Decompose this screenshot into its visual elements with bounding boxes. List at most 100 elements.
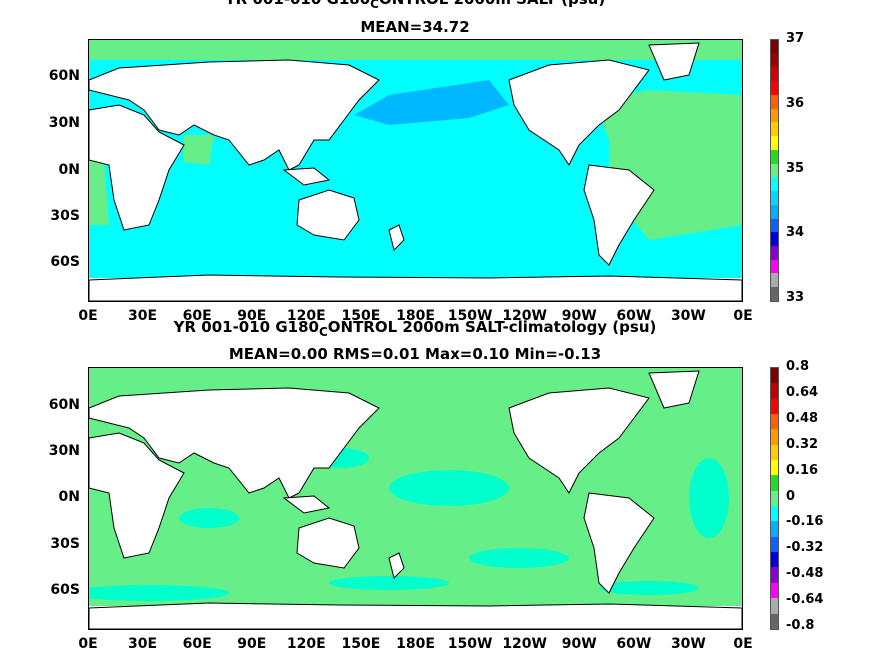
p2-lon-label: 30W	[670, 636, 706, 652]
p1-colorbar-swatch	[771, 149, 778, 164]
p1-lat-0n: 0N	[58, 162, 80, 178]
p1-colorbar-swatch	[771, 122, 778, 137]
p1-lon-label: 60W	[616, 308, 652, 324]
p2-colorbar-label: 0.48	[786, 410, 819, 426]
p1-lon-label: 120E	[286, 308, 326, 324]
south-america-land	[583, 164, 655, 266]
p2-colorbar-swatch	[771, 613, 778, 629]
p2-colorbar-swatch	[771, 368, 778, 384]
p1-colorbar-swatch	[771, 259, 778, 274]
p1-lat-60n: 60N	[48, 68, 80, 84]
p1-lon-label: 180E	[396, 308, 435, 324]
p1-colorbar-swatch	[771, 232, 778, 247]
panel2-title-prefix: YR 001-010 G180	[173, 318, 319, 336]
p1-colorbar-swatch	[771, 287, 778, 301]
panel1-map	[88, 39, 743, 302]
panel2-map	[88, 367, 743, 630]
antarctica-land	[89, 274, 742, 301]
p1-lon-label: 150W	[447, 308, 493, 324]
arabian-sea-region	[184, 135, 214, 165]
p1-colorbar-swatch	[771, 273, 778, 288]
p1-colorbar-swatch	[771, 108, 778, 123]
south-america-land	[583, 492, 655, 594]
p2-colorbar-swatch	[771, 383, 778, 399]
p2-colorbar-swatch	[771, 475, 778, 491]
p1-colorbar-label: 34	[786, 225, 805, 241]
p2-lon-label: 90E	[237, 636, 267, 652]
p1-colorbar-swatch	[771, 246, 778, 260]
p1-colorbar-swatch	[771, 94, 778, 109]
p2-colorbar-label: -0.16	[786, 514, 824, 530]
p2-colorbar-swatch	[771, 536, 778, 553]
p2-lon-label: 30E	[128, 636, 158, 652]
panel2-title-suffix: ONTROL 2000m SALT-climatology (psu)	[327, 318, 657, 336]
p1-colorbar-swatch	[771, 163, 778, 178]
p2-lat-60s: 60S	[50, 582, 80, 598]
land-masses	[89, 42, 742, 301]
panel2-colorbar	[770, 367, 779, 630]
p2-colorbar-label: -0.8	[786, 618, 815, 633]
new-zealand-land	[388, 552, 405, 579]
p2-colorbar-label: 0.16	[786, 462, 819, 478]
p1-lon-label: 30E	[128, 308, 158, 324]
north-pacific-region	[354, 80, 509, 125]
p1-lon-label: 120W	[502, 308, 547, 324]
p1-lon-label: 150E	[341, 308, 381, 324]
p1-lon-label: 0E	[78, 308, 98, 324]
p2-lon-label: 150W	[447, 636, 493, 652]
p2-lon-label: 150E	[341, 636, 381, 652]
p2-colorbar-swatch	[771, 567, 778, 583]
p2-colorbar-swatch	[771, 598, 778, 614]
p1-colorbar-label: 36	[786, 95, 805, 111]
eurasia-land	[89, 59, 380, 171]
p1-lat-30n: 30N	[48, 115, 80, 131]
p1-colorbar-swatch	[771, 204, 778, 219]
p2-lon-label: 0E	[78, 636, 98, 652]
panel2-subtitle: MEAN=0.00 RMS=0.01 Max=0.10 Min=-0.13	[228, 345, 602, 363]
p2-colorbar-label: 0.8	[786, 359, 810, 374]
p2-lon-label: 120E	[286, 636, 326, 652]
p1-lon-label: 90E	[237, 308, 267, 324]
p1-colorbar-swatch	[771, 191, 778, 205]
p2-colorbar-swatch	[771, 490, 778, 507]
p2-colorbar-swatch	[771, 414, 778, 430]
p2-colorbar-label: -0.64	[786, 592, 824, 608]
australia-land	[296, 189, 360, 241]
p1-lon-label: 90W	[561, 308, 597, 324]
africa-land	[89, 432, 185, 559]
indonesia-land	[282, 495, 331, 514]
p2-colorbar-swatch	[771, 506, 778, 522]
p1-colorbar-swatch	[771, 53, 778, 68]
p2-lat-60n: 60N	[48, 397, 80, 413]
panel1-title-prefix: YR 001-010 G180	[225, 0, 370, 8]
p2-lat-0n: 0N	[58, 489, 80, 505]
p2-lon-label: 90W	[561, 636, 597, 652]
p2-lat-30s: 30S	[50, 536, 80, 552]
p1-colorbar-label: 33	[786, 290, 805, 305]
p2-lon-label: 180E	[396, 636, 435, 652]
p1-lat-60s: 60S	[50, 254, 80, 270]
greenland-land	[648, 42, 700, 81]
panel2-title-sub: C	[318, 325, 328, 339]
panel1-title-sub: C	[370, 0, 379, 11]
p2-lon-label: 60E	[182, 636, 212, 652]
p1-lon-label: 0E	[733, 308, 753, 324]
p2-colorbar-label: -0.32	[786, 540, 824, 556]
north-america-land	[508, 59, 650, 166]
north-america-land	[508, 387, 650, 494]
p1-colorbar-swatch	[771, 40, 778, 54]
greenland-land	[648, 370, 700, 409]
p2-colorbar-swatch	[771, 521, 778, 537]
panel1-colorbar	[770, 39, 779, 302]
p1-lon-label: 60E	[182, 308, 212, 324]
p2-colorbar-swatch	[771, 552, 778, 568]
panel1-title-suffix: ONTROL 2000m SALT (psu)	[379, 0, 605, 8]
eurasia-land	[89, 387, 380, 499]
new-zealand-land	[388, 224, 405, 251]
p2-lon-label: 120W	[502, 636, 547, 652]
p2-colorbar-swatch	[771, 582, 778, 599]
p1-lon-label: 30W	[670, 308, 706, 324]
p1-colorbar-swatch	[771, 81, 778, 95]
arctic-region	[89, 40, 742, 60]
p2-lon-label: 0E	[733, 636, 753, 652]
